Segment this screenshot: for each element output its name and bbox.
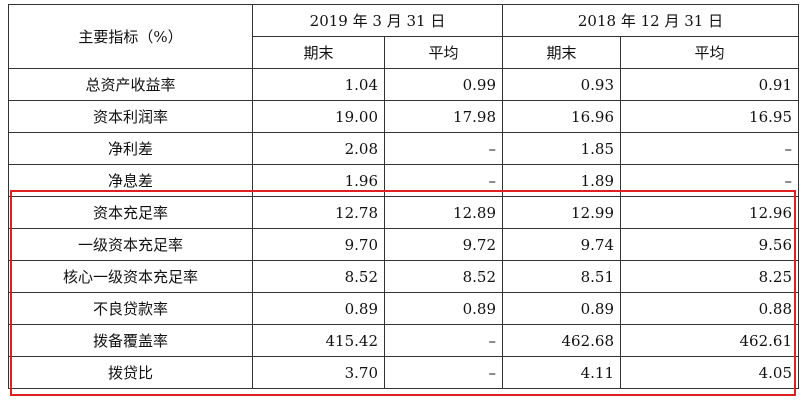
table-cell: 4.05 — [620, 356, 799, 389]
table-row: 拨贷比 3.70 – 4.11 4.05 — [8, 356, 799, 389]
table-cell: – — [620, 164, 799, 197]
table-cell: 8.25 — [620, 260, 799, 293]
table-cell: 16.96 — [502, 100, 621, 133]
table-cell: – — [620, 132, 799, 165]
table-cell: 0.89 — [252, 292, 385, 325]
table-cell: – — [384, 324, 503, 357]
row-label: 不良贷款率 — [8, 292, 253, 325]
table-row: 净利差 2.08 – 1.85 – — [8, 132, 799, 165]
table-row: 资本利润率 19.00 17.98 16.96 16.95 — [8, 100, 799, 133]
table-cell: 9.56 — [620, 228, 799, 261]
table-cell: 0.89 — [502, 292, 621, 325]
table-cell: 462.68 — [502, 324, 621, 357]
period-header-2018: 2018 年 12 月 31 日 — [502, 4, 799, 37]
row-label: 核心一级资本充足率 — [8, 260, 253, 293]
table-cell: 9.74 — [502, 228, 621, 261]
table-cell: – — [384, 356, 503, 389]
table-cell: 3.70 — [252, 356, 385, 389]
subheader-average: 平均 — [620, 36, 799, 69]
table-cell: 1.85 — [502, 132, 621, 165]
table-cell: 9.70 — [252, 228, 385, 261]
table-cell: 0.89 — [384, 292, 503, 325]
table-cell: 12.78 — [252, 196, 385, 229]
table-cell: 462.61 — [620, 324, 799, 357]
row-label: 总资产收益率 — [8, 68, 253, 101]
row-label: 拨贷比 — [8, 356, 253, 389]
row-label: 净利差 — [8, 132, 253, 165]
table-cell: 12.89 — [384, 196, 503, 229]
row-label: 一级资本充足率 — [8, 228, 253, 261]
financial-indicators-table: 主要指标（%） 2019 年 3 月 31 日 2018 年 12 月 31 日… — [8, 4, 799, 389]
table-cell: 12.99 — [502, 196, 621, 229]
subheader-period-end: 期末 — [252, 36, 385, 69]
table-cell: 2.08 — [252, 132, 385, 165]
table-cell: 17.98 — [384, 100, 503, 133]
table-cell: 12.96 — [620, 196, 799, 229]
table-cell: 1.04 — [252, 68, 385, 101]
table-cell: 0.91 — [620, 68, 799, 101]
table-cell: 0.88 — [620, 292, 799, 325]
table-cell: 9.72 — [384, 228, 503, 261]
period-header-2019q1: 2019 年 3 月 31 日 — [252, 4, 503, 37]
table-cell: 16.95 — [620, 100, 799, 133]
row-label: 净息差 — [8, 164, 253, 197]
table-cell: 8.52 — [252, 260, 385, 293]
table-cell: 19.00 — [252, 100, 385, 133]
subheader-average: 平均 — [384, 36, 503, 69]
table-row: 核心一级资本充足率 8.52 8.52 8.51 8.25 — [8, 260, 799, 293]
table-row: 一级资本充足率 9.70 9.72 9.74 9.56 — [8, 228, 799, 261]
table-cell: 0.99 — [384, 68, 503, 101]
table-row: 不良贷款率 0.89 0.89 0.89 0.88 — [8, 292, 799, 325]
table-cell: – — [384, 132, 503, 165]
table-row: 资本充足率 12.78 12.89 12.99 12.96 — [8, 196, 799, 229]
table-cell: 4.11 — [502, 356, 621, 389]
table-cell: 8.52 — [384, 260, 503, 293]
table-row: 净息差 1.96 – 1.89 – — [8, 164, 799, 197]
table-row: 总资产收益率 1.04 0.99 0.93 0.91 — [8, 68, 799, 101]
table-cell: 1.96 — [252, 164, 385, 197]
table-cell: 0.93 — [502, 68, 621, 101]
row-label: 资本充足率 — [8, 196, 253, 229]
table-cell: 415.42 — [252, 324, 385, 357]
table-cell: – — [384, 164, 503, 197]
table-cell: 8.51 — [502, 260, 621, 293]
indicator-header: 主要指标（%） — [8, 4, 253, 69]
subheader-period-end: 期末 — [502, 36, 621, 69]
table-cell: 1.89 — [502, 164, 621, 197]
table-row: 拨备覆盖率 415.42 – 462.68 462.61 — [8, 324, 799, 357]
row-label: 拨备覆盖率 — [8, 324, 253, 357]
row-label: 资本利润率 — [8, 100, 253, 133]
